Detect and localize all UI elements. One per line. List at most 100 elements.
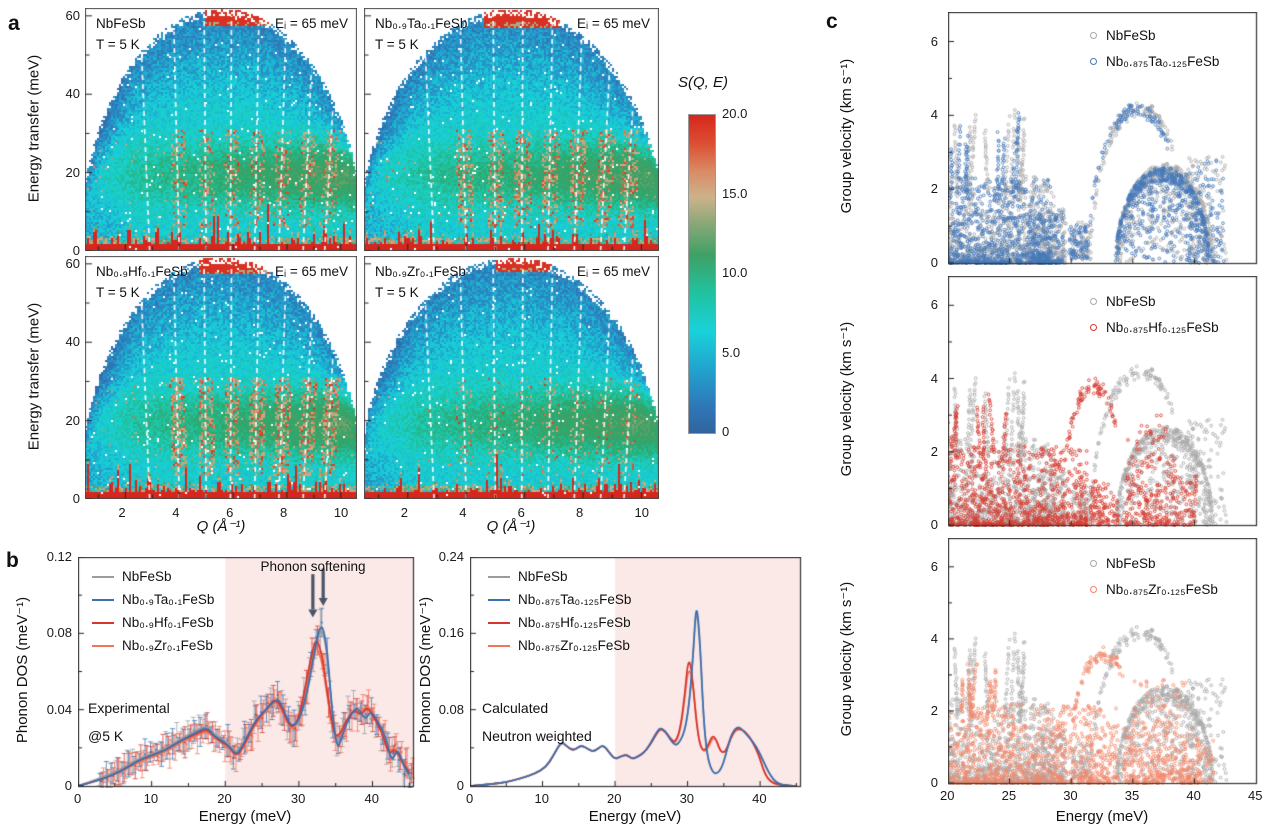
legend: NbFeSb Nb₀.₈₇₅Ta₀.₁₂₅FeSb — [1086, 22, 1219, 74]
b-x-tick-label: 30 — [290, 791, 306, 806]
a-y-tick-label: 0 — [72, 491, 80, 506]
temperature-label: T = 5 K — [96, 285, 140, 300]
b-y-tick-label: 0.08 — [46, 625, 72, 641]
c-y-tick-label: 2 — [930, 181, 938, 197]
y-axis-label-group-velocity: Group velocity (km s⁻¹) — [838, 321, 855, 477]
c-x-tick-label: 35 — [1124, 788, 1140, 803]
a-y-tick-label: 60 — [65, 255, 80, 271]
c-y-tick-label: 6 — [930, 558, 938, 574]
legend-line-swatch — [488, 575, 510, 578]
compound-label: Nb₀.₉Hf₀.₁FeSb — [96, 264, 188, 279]
c-y-tick-label: 6 — [930, 33, 938, 49]
b-x-tick-label: 30 — [679, 791, 695, 806]
colorbar-tick-label: 10.0 — [722, 265, 748, 280]
b-x-tick-label: 10 — [143, 791, 159, 806]
legend-label: NbFeSb — [122, 569, 172, 584]
c-x-tick-label: 20 — [940, 788, 955, 803]
legend-dot-swatch — [1090, 559, 1097, 567]
legend-dot-swatch — [1090, 585, 1097, 593]
b-x-tick-label: 20 — [607, 791, 622, 806]
legend-item: NbFeSb — [92, 565, 214, 588]
legend-item: Nb₀.₈₇₅Hf₀.₁₂₅FeSb — [1086, 314, 1219, 340]
compound-label: Nb₀.₉Ta₀.₁FeSb — [375, 16, 468, 31]
legend-item: Nb₀.₈₇₅Hf₀.₁₂₅FeSb — [488, 611, 631, 634]
b-y-tick-label: 0 — [64, 778, 72, 793]
legend-label: NbFeSb — [1106, 293, 1156, 309]
heatmap-panel-nbfesb: NbFeSb T = 5 K Eᵢ = 65 meV — [85, 8, 357, 251]
a-x-tick-label: 8 — [576, 505, 584, 520]
b-y-tick-label: 0.04 — [46, 701, 72, 717]
heatmap-panel-zr: Nb₀.₉Zr₀.₁FeSb T = 5 K Eᵢ = 65 meV — [364, 256, 659, 499]
legend-item: Nb₀.₈₇₅Ta₀.₁₂₅FeSb — [488, 588, 631, 611]
legend-item: NbFeSb — [1086, 288, 1219, 314]
c-y-tick-label: 4 — [930, 107, 938, 123]
legend-line-swatch — [488, 621, 510, 624]
b-y-tick-label: 0.12 — [46, 549, 72, 564]
legend-label: Nb₀.₈₇₅Zr₀.₁₂₅FeSb — [518, 638, 630, 653]
b-y-tick-label: 0.08 — [438, 701, 464, 717]
c-y-tick-label: 6 — [930, 297, 938, 313]
y-axis-label-group-velocity: Group velocity (km s⁻¹) — [838, 58, 855, 214]
a-y-tick-label: 0 — [72, 243, 80, 258]
colorbar-tick-label: 20.0 — [722, 106, 748, 121]
colorbar-tick-label: 0 — [722, 424, 730, 439]
c-x-tick-label: 45 — [1248, 788, 1263, 803]
legend-item: Nb₀.₈₇₅Zr₀.₁₂₅FeSb — [1086, 576, 1218, 602]
a-x-tick-label: 2 — [118, 505, 126, 520]
y-axis-label-energy-transfer: Energy transfer (meV) — [25, 54, 43, 203]
a-x-tick-label: 8 — [279, 505, 288, 520]
c-y-tick-label: 0 — [930, 517, 938, 532]
c-y-tick-label: 0 — [930, 775, 938, 790]
colorbar-tick-label: 5.0 — [722, 344, 741, 360]
note-neutron-weighted: Neutron weighted — [482, 728, 592, 744]
legend-item: NbFeSb — [488, 565, 631, 588]
y-axis-label-energy-transfer: Energy transfer (meV) — [25, 302, 43, 451]
incident-energy-label: Eᵢ = 65 meV — [576, 264, 650, 279]
c-y-tick-label: 4 — [930, 630, 938, 646]
legend-label: NbFeSb — [1106, 27, 1156, 43]
b-y-tick-label: 0 — [456, 778, 464, 793]
panel-label-c: c — [826, 10, 838, 33]
b-x-tick-label: 40 — [752, 791, 767, 806]
legend-label: Nb₀.₈₇₅Hf₀.₁₂₅FeSb — [518, 615, 631, 630]
legend-dot-swatch — [1090, 297, 1097, 305]
c-x-tick-label: 30 — [1063, 788, 1078, 803]
a-x-tick-label: 10 — [634, 505, 649, 520]
a-x-tick-label: 10 — [333, 505, 349, 520]
a-y-tick-label: 20 — [65, 412, 80, 428]
b-x-tick-label: 0 — [466, 791, 474, 806]
legend-item: Nb₀.₉Ta₀.₁FeSb — [92, 588, 214, 611]
temperature-label: T = 5 K — [375, 37, 419, 52]
a-y-tick-label: 60 — [65, 7, 80, 23]
b-x-tick-label: 40 — [364, 791, 379, 806]
legend-dot-swatch — [1090, 57, 1097, 65]
b-y-tick-label: 0.16 — [438, 625, 464, 641]
legend-line-swatch — [92, 598, 114, 601]
legend-line-swatch — [92, 644, 114, 647]
b-y-tick-label: 0.24 — [438, 549, 464, 564]
compound-label: Nb₀.₉Zr₀.₁FeSb — [375, 264, 466, 279]
a-x-tick-label: 4 — [459, 505, 467, 520]
c-x-tick-label: 40 — [1186, 788, 1201, 803]
x-axis-label-energy: Energy (meV) — [1055, 808, 1149, 825]
legend-label: Nb₀.₈₇₅Ta₀.₁₂₅FeSb — [518, 592, 632, 607]
sqe-heatmap-canvas-ta — [364, 8, 659, 251]
a-x-tick-label: 6 — [517, 505, 525, 520]
b-x-tick-label: 10 — [534, 791, 549, 806]
temperature-label: T = 5 K — [96, 37, 140, 52]
legend-item: NbFeSb — [1086, 550, 1218, 576]
phonon-dos-calculated-canvas — [470, 557, 802, 788]
legend-line-swatch — [488, 644, 510, 647]
legend-item: Nb₀.₉Zr₀.₁FeSb — [92, 634, 214, 657]
heatmap-panel-hf: Nb₀.₉Hf₀.₁FeSb T = 5 K Eᵢ = 65 meV — [85, 256, 357, 499]
legend-item: NbFeSb — [1086, 22, 1219, 48]
incident-energy-label: Eᵢ = 65 meV — [274, 16, 348, 31]
group-velocity-canvas-ta — [948, 12, 1258, 265]
heatmap-panel-ta: Nb₀.₉Ta₀.₁FeSb T = 5 K Eᵢ = 65 meV — [364, 8, 659, 251]
c-y-tick-label: 4 — [930, 370, 938, 386]
legend-line-swatch — [92, 621, 114, 624]
legend-item: Nb₀.₈₇₅Zr₀.₁₂₅FeSb — [488, 634, 631, 657]
group-velocity-canvas-hf — [948, 276, 1258, 527]
note-calculated: Calculated — [482, 700, 549, 716]
